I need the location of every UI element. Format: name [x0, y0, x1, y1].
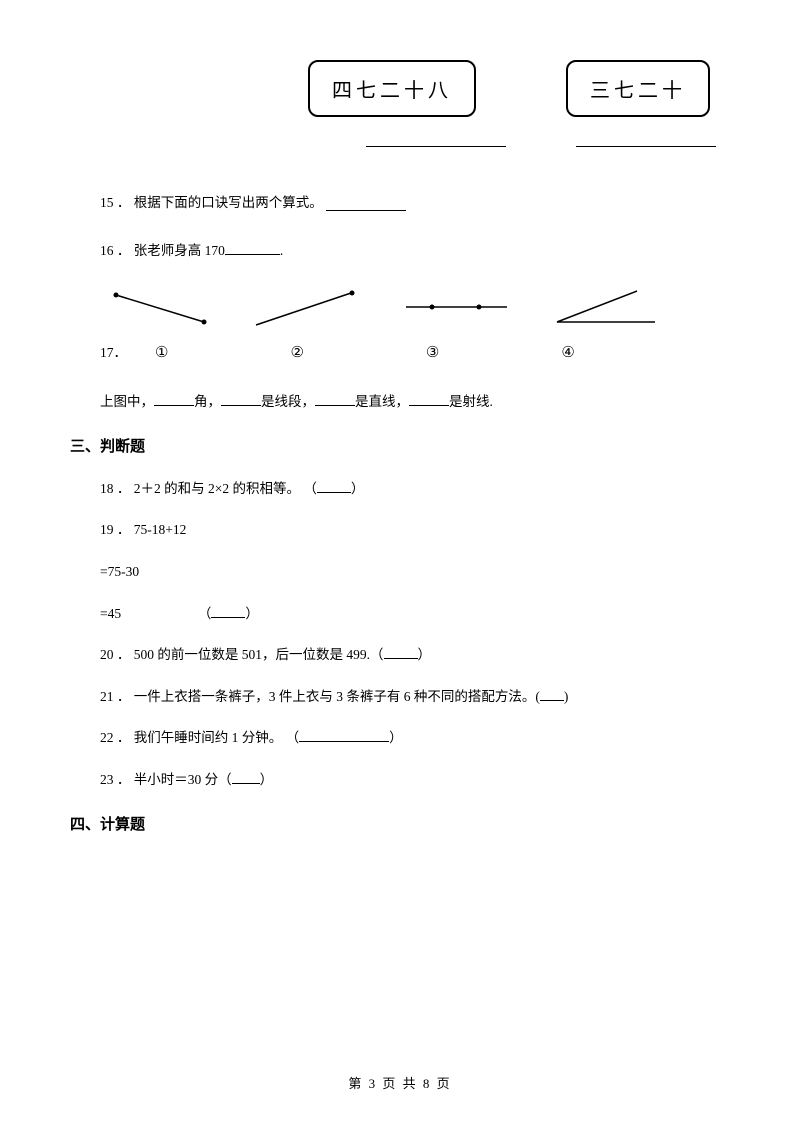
figure-2-wrap — [252, 287, 362, 329]
paren-close: ） — [245, 606, 259, 621]
q-sep: ． — [114, 342, 128, 364]
q-sep: ． — [117, 730, 131, 745]
question-17-text: 上图中， 角， 是线段， 是直线， 是射线. — [70, 391, 730, 413]
label-3: ③ — [426, 341, 439, 365]
q-text-before: 张老师身高 170 — [134, 243, 225, 258]
q-text: 一件上衣搭一条裤子，3 件上衣与 3 条裤子有 6 种不同的搭配方法。( — [134, 689, 540, 704]
answer-blank — [315, 392, 355, 406]
answer-blank-right — [576, 129, 716, 147]
q-sep: ． — [117, 522, 131, 537]
figure-4 — [551, 287, 661, 329]
q-close: ） — [418, 647, 432, 662]
question-19-line1: 19 ． 75-18+12 — [70, 519, 730, 541]
paren-open: （ — [198, 606, 212, 621]
word-boxes-row: 四七二十八 三七二十 — [70, 60, 730, 117]
question-19-line2: =75-30 — [70, 561, 730, 583]
q-close: ) — [564, 689, 569, 704]
q-text: 我们午睡时间约 1 分钟。 （ — [134, 730, 299, 745]
footer-total: 8 — [423, 1076, 432, 1091]
figure-4-wrap — [551, 287, 661, 329]
label-1: ① — [155, 341, 168, 365]
calc-step: =75-30 — [100, 564, 139, 579]
label-4: ④ — [561, 341, 574, 365]
figure-3 — [404, 287, 509, 329]
q-sep: ． — [117, 243, 131, 258]
question-19-line3: =45 （ ） — [70, 603, 730, 625]
q-num: 22 — [100, 730, 114, 745]
answer-blank — [232, 770, 260, 784]
footer-b: 页 共 — [382, 1076, 417, 1091]
q-num: 15 — [100, 195, 114, 210]
q-num: 20 — [100, 647, 114, 662]
q-num: 19 — [100, 522, 114, 537]
question-15: 15 ． 根据下面的口诀写出两个算式。 — [70, 192, 730, 214]
answer-blank — [409, 392, 449, 406]
question-16: 16 ． 张老师身高 170. — [70, 240, 730, 262]
footer-page: 3 — [369, 1076, 378, 1091]
text-mid3: 是直线， — [355, 394, 409, 409]
footer-a: 第 — [348, 1076, 363, 1091]
answer-blank — [317, 479, 351, 493]
answer-blank — [326, 197, 406, 211]
answer-blank — [211, 604, 245, 618]
section-4-title: 四、计算题 — [70, 813, 730, 834]
figure-2 — [252, 287, 362, 329]
answer-blank — [154, 392, 194, 406]
question-17-labels: 17 ． ① ② ③ ④ — [70, 337, 730, 365]
answer-blank — [221, 392, 261, 406]
q-text: 2＋2 的和与 2×2 的积相等。 （ — [134, 481, 317, 496]
q-num: 23 — [100, 772, 114, 787]
question-23: 23 ． 半小时＝30 分（ ） — [70, 769, 730, 791]
section-3-title: 三、判断题 — [70, 435, 730, 456]
q-sep: ． — [117, 772, 131, 787]
q-num: 18 — [100, 481, 114, 496]
figure-3-wrap — [404, 287, 509, 329]
q-num: 21 — [100, 689, 114, 704]
q-text: 75-18+12 — [134, 522, 187, 537]
answer-blank — [540, 687, 564, 701]
q-sep: ． — [117, 195, 131, 210]
text-mid2: 是线段， — [261, 394, 315, 409]
word-box-right: 三七二十 — [566, 60, 710, 117]
label-2: ② — [290, 341, 303, 365]
q-text: 半小时＝30 分（ — [134, 772, 232, 787]
q-close: ） — [260, 772, 274, 787]
footer-c: 页 — [437, 1076, 452, 1091]
q-num: 16 — [100, 243, 114, 258]
q-close: ） — [351, 481, 365, 496]
question-20: 20 ． 500 的前一位数是 501，后一位数是 499.（ ） — [70, 644, 730, 666]
answer-blank — [299, 728, 389, 742]
figures-row — [70, 287, 730, 329]
question-22: 22 ． 我们午睡时间约 1 分钟。 （ ） — [70, 727, 730, 749]
q-num: 17 — [100, 342, 114, 364]
q-text-after: . — [280, 243, 283, 258]
long-blanks-row — [70, 129, 730, 147]
text-mid1: 角， — [194, 394, 221, 409]
answer-blank — [225, 241, 280, 255]
q-sep: ． — [117, 689, 131, 704]
q-sep: ． — [117, 647, 131, 662]
page-content: 四七二十八 三七二十 15 ． 根据下面的口诀写出两个算式。 16 ． 张老师身… — [0, 0, 800, 834]
q-sep: ． — [117, 481, 131, 496]
figure-1 — [110, 287, 210, 329]
q-text: 500 的前一位数是 501，后一位数是 499.（ — [134, 647, 384, 662]
figure-1-wrap — [110, 287, 210, 329]
q-text: 根据下面的口诀写出两个算式。 — [134, 195, 323, 210]
word-box-left: 四七二十八 — [308, 60, 476, 117]
question-21: 21 ． 一件上衣搭一条裤子，3 件上衣与 3 条裤子有 6 种不同的搭配方法。… — [70, 686, 730, 708]
question-18: 18 ． 2＋2 的和与 2×2 的积相等。 （ ） — [70, 478, 730, 500]
q-close: ） — [389, 730, 403, 745]
answer-blank — [384, 645, 418, 659]
text-end: 是射线. — [449, 394, 493, 409]
page-footer: 第 3 页 共 8 页 — [0, 1073, 800, 1092]
answer-blank-left — [366, 129, 506, 147]
calc-result: =45 — [100, 606, 121, 621]
text-pre: 上图中， — [100, 394, 154, 409]
